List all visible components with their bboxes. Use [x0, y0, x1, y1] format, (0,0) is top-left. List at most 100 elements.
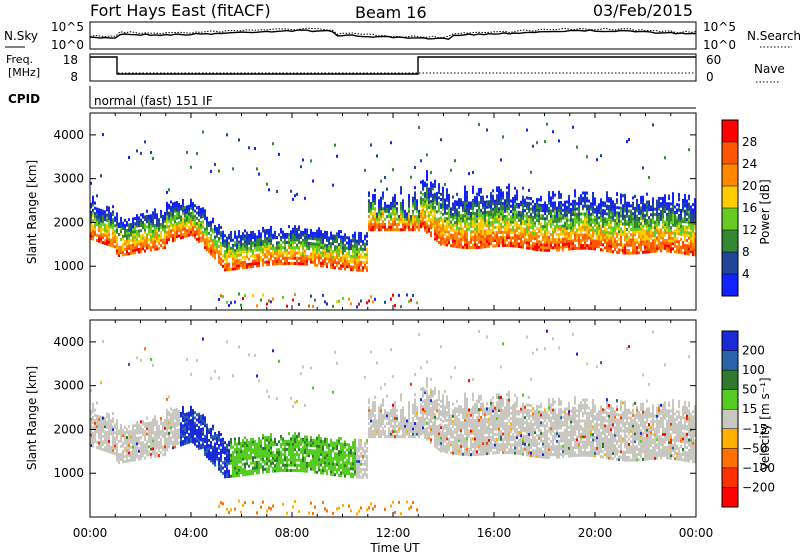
velocity-cell — [134, 434, 136, 438]
power-cell — [508, 207, 510, 211]
power-cell — [526, 128, 528, 132]
power-cell — [506, 228, 508, 232]
power-cell — [212, 220, 214, 224]
power-cell — [206, 227, 208, 231]
power-cell — [158, 228, 160, 232]
velocity-cell — [142, 448, 144, 452]
velocity-cell — [104, 433, 106, 437]
velocity-cell — [126, 459, 128, 463]
power-cell — [386, 207, 388, 211]
power-cell — [100, 240, 102, 244]
power-cell — [360, 237, 362, 241]
power-cell — [488, 202, 490, 206]
power-cell — [232, 251, 234, 255]
velocity-cell — [172, 419, 174, 423]
power-cell — [612, 244, 614, 248]
velocity-cell — [140, 446, 142, 450]
velocity-cell — [122, 444, 124, 448]
power-cell — [182, 204, 184, 208]
power-cell — [220, 257, 222, 261]
power-cell — [602, 243, 604, 247]
power-cell — [466, 209, 468, 213]
power-cell — [218, 244, 220, 248]
power-cell — [132, 241, 134, 245]
power-cell — [534, 247, 536, 251]
power-cell — [658, 196, 660, 200]
velocity-cell — [98, 417, 100, 421]
power-cell — [490, 221, 492, 225]
power-cell — [494, 220, 496, 224]
power-cell — [152, 219, 154, 223]
velocity-cell — [112, 427, 114, 431]
power-cell — [648, 231, 650, 235]
power-cell — [98, 237, 100, 241]
power-cell — [340, 264, 342, 268]
power-cell — [188, 215, 190, 219]
power-cell — [620, 209, 622, 213]
power-cell — [258, 258, 260, 262]
power-cell — [662, 225, 664, 229]
power-cell — [592, 210, 594, 214]
velocity-cell — [92, 439, 94, 443]
power-cell — [572, 244, 574, 248]
power-cell — [652, 220, 654, 224]
power-cell — [604, 246, 606, 250]
power-cell — [604, 209, 606, 213]
velocity-cell — [100, 426, 102, 430]
power-cell — [620, 222, 622, 226]
power-cell — [176, 206, 178, 210]
power-cell — [506, 207, 508, 211]
power-cell — [570, 226, 572, 230]
power-cell — [688, 220, 690, 224]
power-cell — [508, 204, 510, 208]
power-cell — [494, 244, 496, 248]
velocity-cell — [188, 422, 190, 426]
power-heatmap — [90, 122, 696, 309]
velocity-cell — [102, 421, 104, 425]
power-cell — [638, 232, 640, 236]
velocity-cell — [140, 428, 142, 432]
velocity-cell — [118, 455, 120, 459]
power-cell — [248, 262, 250, 266]
power-cell — [272, 254, 274, 258]
power-cell — [366, 242, 368, 246]
power-cell — [482, 203, 484, 207]
power-cell — [224, 244, 226, 248]
power-cell — [306, 231, 308, 235]
power-cell — [316, 242, 318, 246]
velocity-cell — [148, 426, 150, 430]
power-cell — [664, 225, 666, 229]
power-cell — [442, 228, 444, 232]
power-cell — [484, 232, 486, 236]
power-cell — [126, 249, 128, 253]
power-cell — [270, 300, 272, 304]
power-cell — [462, 230, 464, 234]
power-cell — [308, 255, 310, 259]
power-cell — [690, 247, 692, 251]
velocity-cell — [180, 430, 182, 434]
power-cell — [686, 238, 688, 242]
power-cell — [300, 165, 302, 169]
power-cell — [232, 254, 234, 258]
power-cell — [388, 228, 390, 232]
power-cell — [90, 181, 92, 185]
power-cell — [440, 203, 442, 207]
power-cell — [402, 201, 404, 205]
power-cell — [556, 217, 558, 221]
power-cell — [314, 245, 316, 249]
power-cell — [174, 206, 176, 210]
power-cell — [634, 233, 636, 237]
power-cell — [302, 257, 304, 261]
power-cell — [326, 249, 328, 253]
power-cell — [426, 196, 428, 200]
velocity-cell — [150, 429, 152, 433]
power-cell — [266, 247, 268, 251]
velocity-cell — [130, 432, 132, 436]
power-cell — [638, 217, 640, 221]
power-cell — [694, 248, 696, 252]
power-cell — [648, 221, 650, 225]
power-cell — [690, 210, 692, 214]
power-cell — [188, 225, 190, 229]
power-cell — [392, 199, 394, 203]
power-cell — [516, 189, 518, 193]
